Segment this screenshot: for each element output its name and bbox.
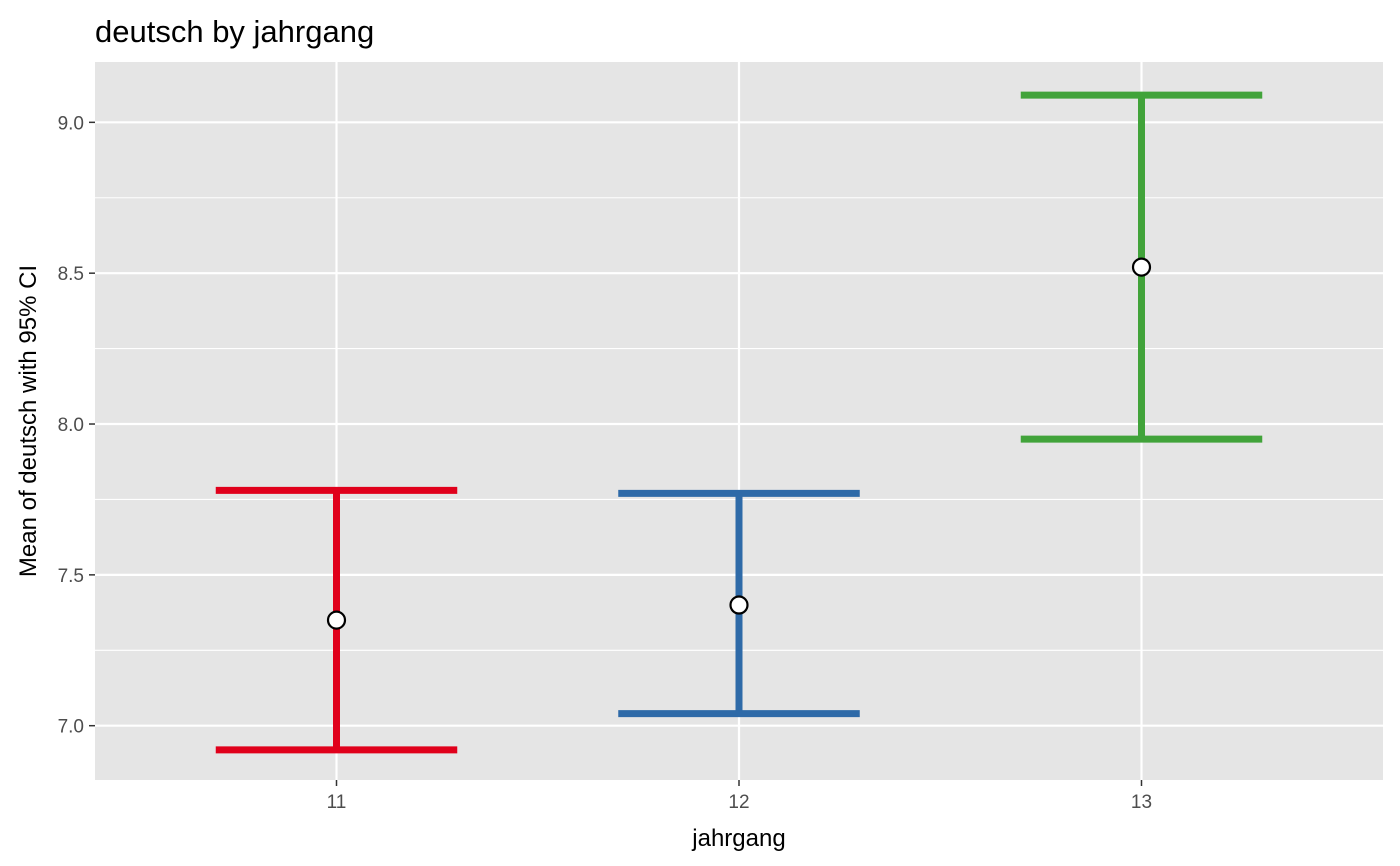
mean-point	[1131, 257, 1152, 277]
mean-points	[326, 257, 1152, 630]
y-tick-label: 8.5	[58, 264, 84, 285]
chart-title: deutsch by jahrgang	[95, 14, 374, 49]
y-axis-title: Mean of deutsch with 95% CI	[15, 265, 42, 577]
x-tick-label: 13	[1131, 792, 1152, 813]
y-axis-ticks: 7.0 7.5 8.0 8.5 9.0	[58, 113, 95, 738]
x-axis-ticks: 11 12 13	[327, 780, 1152, 813]
y-tick-label: 7.0	[58, 717, 84, 738]
y-tick-label: 7.5	[58, 566, 84, 587]
y-tick-label: 9.0	[58, 113, 84, 134]
mean-point	[326, 610, 347, 630]
x-tick-label: 11	[327, 792, 347, 813]
x-tick-label: 12	[728, 792, 749, 813]
mean-point	[729, 595, 749, 615]
y-tick-label: 8.0	[58, 415, 84, 436]
x-axis-title: jahrgang	[691, 825, 785, 852]
